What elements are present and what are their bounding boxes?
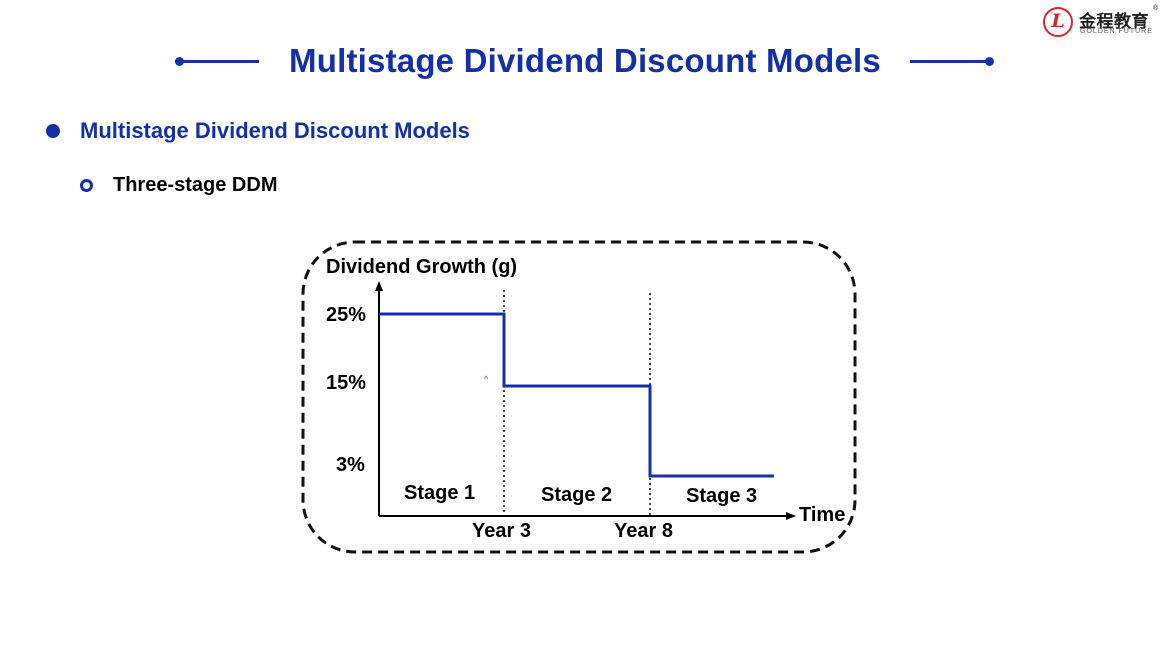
logo-emblem-icon: L [1043, 7, 1073, 37]
y-tick-3: 3% [336, 454, 365, 476]
title-right-dot [985, 57, 994, 66]
ring-bullet-icon [80, 179, 93, 192]
stage-2-label: Stage 2 [541, 484, 613, 506]
slide-title: Multistage Dividend Discount Models [289, 42, 881, 79]
stage-3-label: Stage 3 [686, 485, 758, 507]
filled-bullet-icon [46, 124, 60, 138]
dashed-border [301, 240, 857, 554]
three-stage-ddm-diagram: ^ Dividend Growth (g) 25% 15% 3% Stage 1… [298, 238, 862, 558]
bullet-level1-text: Multistage Dividend Discount Models [80, 118, 470, 143]
slide-title-bar: Multistage Dividend Discount Models [0, 40, 1170, 86]
stray-mark: ^ [484, 374, 489, 384]
y-axis-arrow-icon [375, 281, 383, 291]
y-tick-15: 15% [326, 372, 367, 394]
logo-registered-mark: ® [1153, 5, 1159, 12]
y-tick-25: 25% [326, 304, 367, 326]
title-right-line [910, 60, 990, 63]
logo-english-name: GOLDEN FUTURE [1080, 28, 1153, 35]
x-axis-label: Time [799, 504, 846, 526]
title-left-line [179, 60, 259, 63]
stage-1-label: Stage 1 [404, 482, 476, 504]
y-axis-label: Dividend Growth (g) [326, 256, 518, 278]
logo-chinese-name: 金程教育 [1079, 12, 1149, 31]
company-logo: L 金程教育 ® GOLDEN FUTURE [1043, 5, 1165, 41]
growth-step-line [379, 312, 774, 478]
x-tick-year8: Year 8 [614, 520, 673, 542]
x-axis-arrow-icon [786, 512, 796, 520]
x-tick-year3: Year 3 [472, 520, 531, 542]
diagram-graphics: ^ [301, 240, 857, 554]
bullet-level2-text: Three-stage DDM [113, 174, 278, 196]
